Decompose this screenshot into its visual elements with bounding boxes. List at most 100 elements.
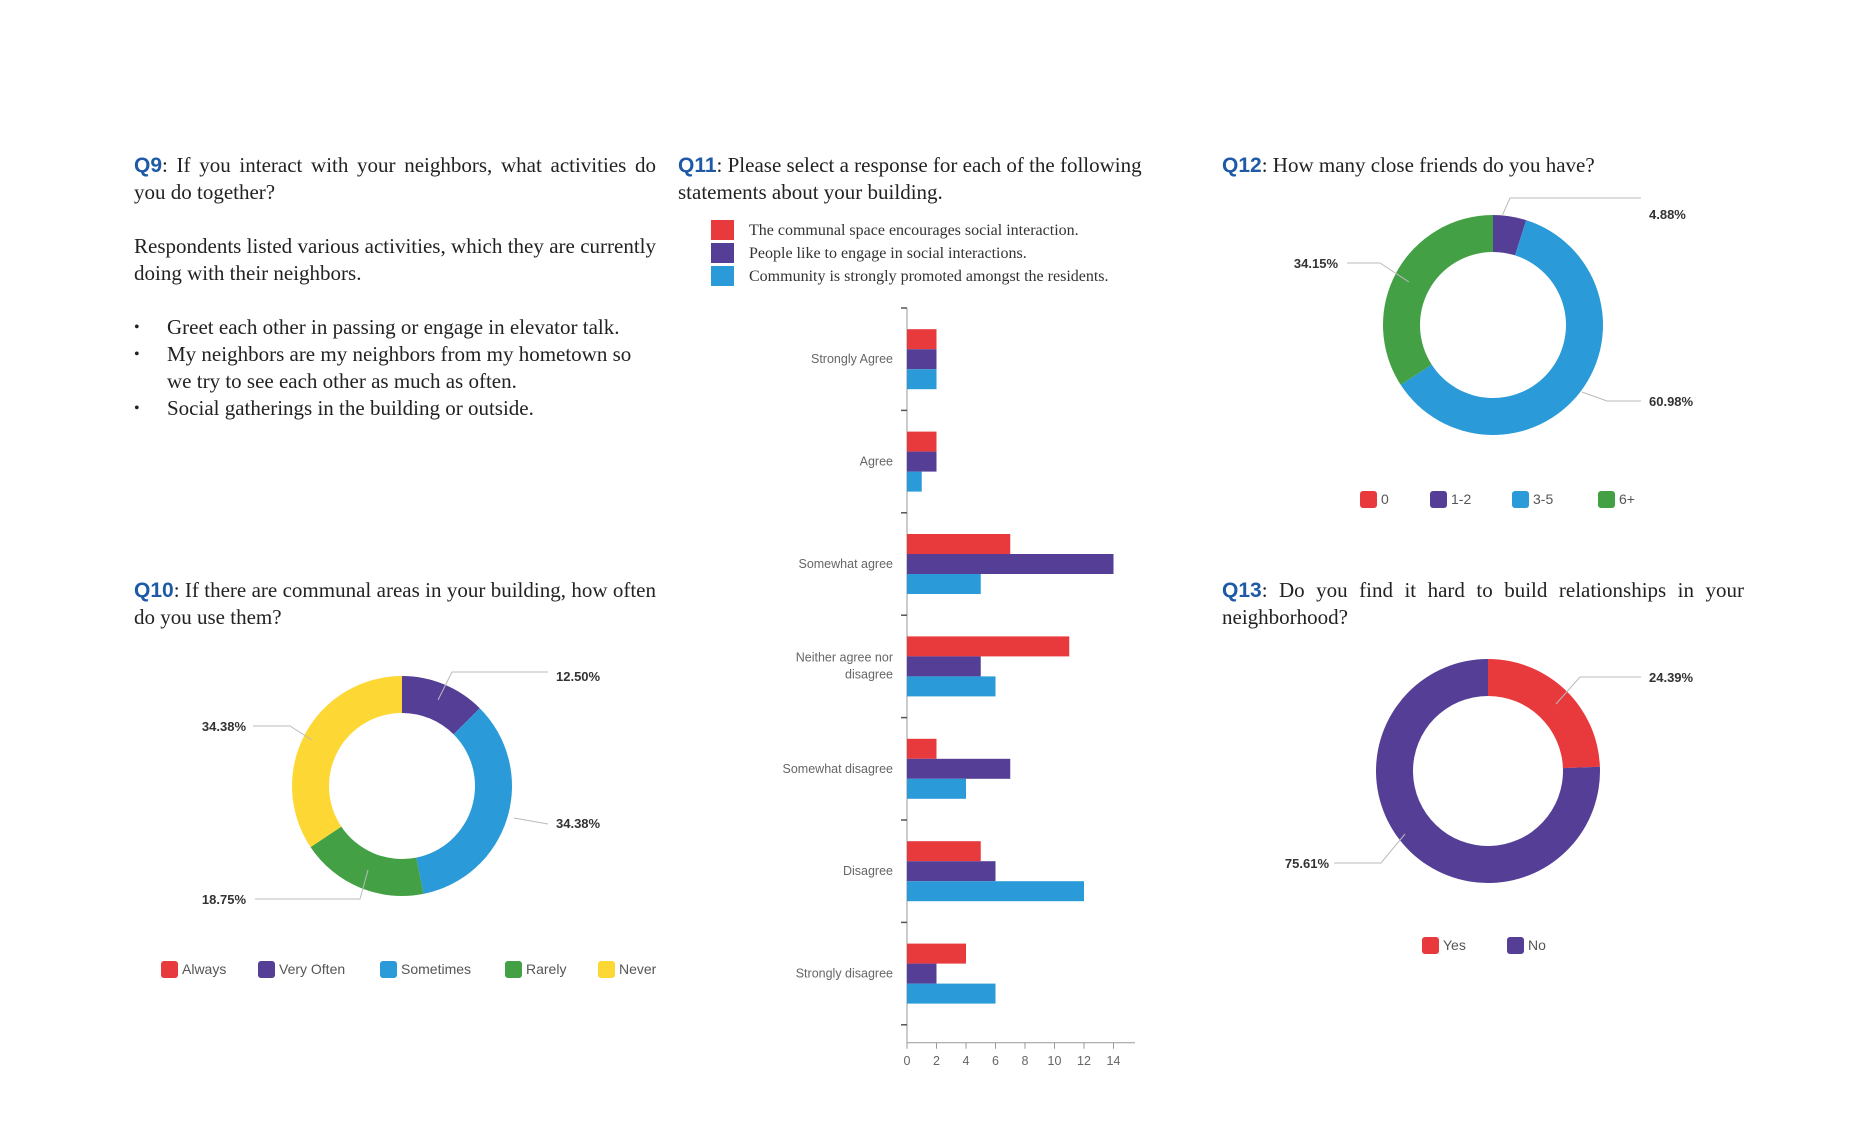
data-label: 34.38% xyxy=(556,816,601,831)
data-label: 60.98% xyxy=(1649,394,1694,409)
legend-label: 6+ xyxy=(1619,491,1635,507)
donut-slice xyxy=(1488,659,1600,769)
leader-line xyxy=(1334,833,1406,864)
x-tick-label: 4 xyxy=(963,1054,970,1068)
donut-slice xyxy=(291,676,402,848)
list-item: Social gatherings in the building or out… xyxy=(134,395,656,422)
legend-swatch xyxy=(1598,491,1615,508)
bar xyxy=(907,676,996,697)
legend-swatch xyxy=(161,961,178,978)
bar xyxy=(907,329,937,350)
legend-swatch xyxy=(258,961,275,978)
category-label: Disagree xyxy=(843,864,893,878)
q10-question-text: : If there are communal areas in your bu… xyxy=(134,578,656,629)
category-label: Somewhat agree xyxy=(798,557,893,571)
data-label: 75.61% xyxy=(1285,856,1330,871)
list-item: My neighbors are my neighbors from my ho… xyxy=(134,341,656,395)
bar xyxy=(907,369,937,390)
bar xyxy=(907,778,966,799)
category-label: Strongly Agree xyxy=(811,352,893,366)
data-label: 24.39% xyxy=(1649,670,1694,685)
leader-line xyxy=(1347,262,1410,283)
data-label: 34.38% xyxy=(202,719,247,734)
data-label: 4.88% xyxy=(1649,207,1686,222)
legend-swatch xyxy=(598,961,615,978)
bar xyxy=(907,451,937,472)
donut-slice xyxy=(1383,215,1493,385)
bar xyxy=(907,471,922,492)
category-label-line: Neither agree nor xyxy=(796,650,893,664)
donut-slice xyxy=(1400,220,1604,436)
legend-label: No xyxy=(1528,937,1546,953)
x-tick-label: 2 xyxy=(933,1054,940,1068)
legend-label: Sometimes xyxy=(401,961,471,977)
bar xyxy=(907,636,1070,657)
x-tick-label: 12 xyxy=(1077,1054,1091,1068)
bar xyxy=(907,349,937,370)
category-label: Neither agree nor disagree xyxy=(796,650,893,681)
legend-label: 3-5 xyxy=(1533,491,1553,507)
leader-line xyxy=(1555,676,1641,705)
legend-swatch xyxy=(711,243,734,263)
x-tick-label: 14 xyxy=(1107,1054,1121,1068)
x-tick-label: 6 xyxy=(992,1054,999,1068)
legend-label: Very Often xyxy=(279,961,345,977)
data-label: 18.75% xyxy=(202,892,247,907)
q10-question: Q10: If there are communal areas in your… xyxy=(134,577,656,631)
legend-label: Always xyxy=(182,961,226,977)
legend-swatch xyxy=(1422,937,1439,954)
q11-question: Q11: Please select a response for each o… xyxy=(678,152,1178,206)
x-tick-label: 0 xyxy=(904,1054,911,1068)
bar xyxy=(907,841,981,862)
bar xyxy=(907,656,981,677)
donut-slice xyxy=(402,676,480,735)
category-label: Strongly disagree xyxy=(796,967,893,981)
x-tick-label: 8 xyxy=(1022,1054,1029,1068)
donut-slice xyxy=(1376,659,1600,884)
list-item: Greet each other in passing or engage in… xyxy=(134,314,656,341)
q11-number: Q11 xyxy=(678,154,717,177)
donut-slice xyxy=(310,826,424,896)
data-label: 34.15% xyxy=(1294,256,1339,271)
leader-line xyxy=(1501,197,1641,217)
legend-label: 0 xyxy=(1381,491,1389,507)
q13-question: Q13: Do you find it hard to build relati… xyxy=(1222,577,1744,631)
legend-swatch xyxy=(711,266,734,286)
q9-question: Q9: If you interact with your neighbors,… xyxy=(134,152,656,206)
q10-number: Q10 xyxy=(134,579,174,602)
bar xyxy=(907,943,966,964)
q9-section: Q9: If you interact with your neighbors,… xyxy=(134,152,656,422)
leader-line xyxy=(513,817,549,825)
legend-swatch xyxy=(1430,491,1447,508)
legend-label: Never xyxy=(619,961,657,977)
x-tick-label: 10 xyxy=(1048,1054,1062,1068)
q9-question-text: : If you interact with your neighbors, w… xyxy=(134,153,656,204)
bar xyxy=(907,738,937,759)
q9-number: Q9 xyxy=(134,154,163,177)
legend-swatch xyxy=(711,220,734,240)
legend-swatch xyxy=(1360,491,1377,508)
legend-label: People like to engage in social interact… xyxy=(749,245,1027,262)
donut-slice xyxy=(416,708,512,894)
q11-question-text: : Please select a response for each of t… xyxy=(678,153,1142,204)
category-label-line: disagree xyxy=(845,667,893,681)
legend-label: Community is strongly promoted amongst t… xyxy=(749,268,1109,285)
q13-question-text: : Do you find it hard to build relations… xyxy=(1222,578,1744,629)
bar xyxy=(907,983,996,1004)
q13-number: Q13 xyxy=(1222,579,1262,602)
bar xyxy=(907,963,937,984)
legend-label: Rarely xyxy=(526,961,566,977)
bar xyxy=(907,758,1011,779)
legend-swatch xyxy=(505,961,522,978)
category-label: Somewhat disagree xyxy=(783,762,894,776)
q12-question-text: : How many close friends do you have? xyxy=(1261,153,1595,177)
category-label: Agree xyxy=(860,455,893,469)
bar xyxy=(907,861,996,882)
legend-label: The communal space encourages social int… xyxy=(749,222,1079,239)
legend-swatch xyxy=(380,961,397,978)
q9-intro: Respondents listed various activities, w… xyxy=(134,234,656,285)
